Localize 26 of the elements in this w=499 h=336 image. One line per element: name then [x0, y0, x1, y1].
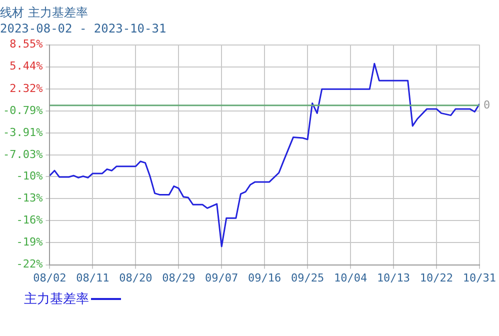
y-tick-label: 5.44%	[10, 60, 44, 73]
x-tick-label: 08/11	[76, 271, 110, 284]
y-tick-label: -7.03%	[2, 148, 44, 162]
ref-line-label: 0	[483, 98, 490, 112]
x-tick-label: 09/25	[291, 271, 324, 284]
x-tick-label: 10/13	[376, 271, 410, 284]
y-tick-label: 2.32%	[10, 82, 44, 95]
x-tick-label: 10/31	[462, 271, 496, 284]
legend-label: 主力基差率	[24, 291, 89, 308]
y-tick-label: -16%	[16, 214, 44, 227]
y-tick-label: -13%	[16, 191, 44, 204]
y-tick-label: -3.91%	[2, 126, 44, 139]
x-tick-label: 10/22	[420, 271, 454, 284]
x-tick-label: 10/04	[334, 271, 368, 284]
x-tick-label: 08/20	[119, 271, 152, 284]
x-tick-label: 09/16	[248, 271, 282, 284]
x-tick-label: 08/02	[33, 271, 66, 284]
y-tick-label: 8.55%	[10, 38, 44, 51]
y-tick-label: -19%	[16, 236, 44, 249]
y-tick-label: -0.79%	[2, 104, 44, 117]
chart-subtitle: 2023-08-02 - 2023-10-31	[0, 22, 166, 36]
x-tick-label: 08/29	[162, 271, 196, 284]
y-tick-label: -10%	[16, 169, 44, 182]
y-tick-label: -22%	[16, 258, 44, 271]
chart-title: 线材 主力基差率	[0, 5, 88, 20]
x-tick-label: 09/07	[205, 271, 238, 284]
